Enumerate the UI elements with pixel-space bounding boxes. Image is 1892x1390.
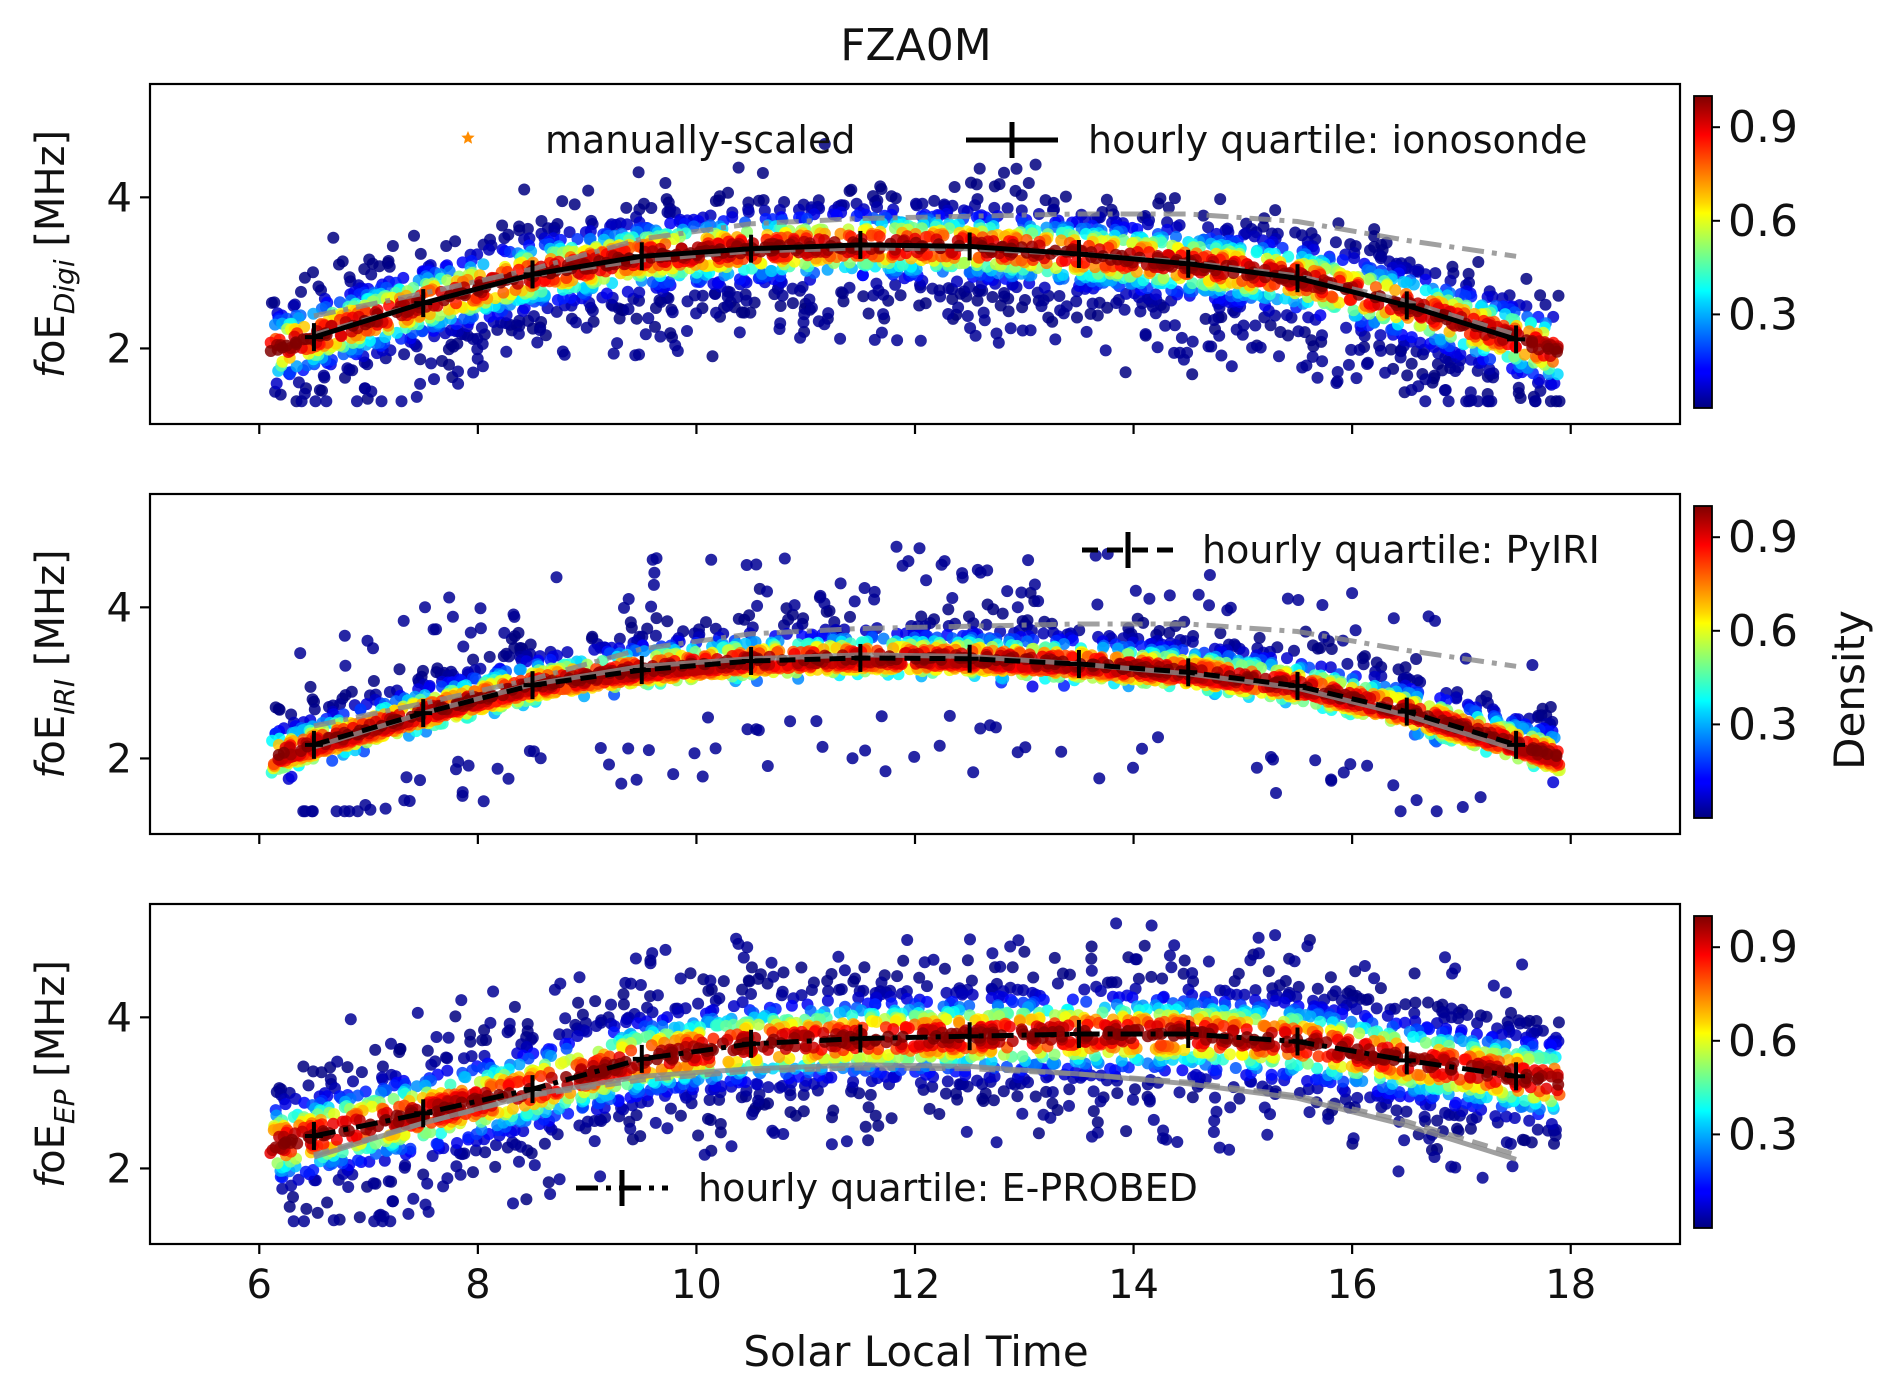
legend-label: hourly quartile: PyIRI [1202, 528, 1600, 572]
legend: manually-scaled hourly quartile: ionosond… [461, 118, 1587, 162]
y-tick-label: 4 [107, 175, 132, 221]
y-label-unit: [MHz] [28, 549, 74, 679]
y-tick-label: 4 [107, 995, 132, 1041]
y-tick-label: 4 [107, 585, 132, 631]
y-tick-label: 2 [107, 1146, 132, 1192]
density-scatter [264, 917, 1566, 1228]
colorbar-gradient [1693, 915, 1713, 1229]
colorbar-tick-label: 0.6 [1728, 196, 1798, 247]
y-label-subscript: EP [48, 1089, 81, 1124]
colorbar-tick-label: 0.6 [1728, 606, 1798, 657]
colorbar-gradient [1693, 95, 1713, 409]
figure-title: FZA0M [840, 20, 992, 71]
colorbar-tick-label: 0.9 [1728, 512, 1798, 563]
colorbar-gradient [1693, 505, 1713, 819]
x-tick-label: 16 [1327, 1262, 1378, 1308]
y-label-prefix: oE [28, 314, 74, 364]
colorbar-tick-label: 0.9 [1728, 922, 1798, 973]
legend-star-icon [461, 131, 475, 144]
density-scatter [264, 138, 1566, 408]
y-label-prefix: oE [28, 715, 74, 765]
colorbar-label: Density [1825, 610, 1874, 770]
y-label-unit: [MHz] [28, 130, 74, 260]
y-label-subscript: IRI [48, 679, 81, 715]
line-eprobed [313, 621, 1517, 729]
line-eprobed [313, 211, 1517, 319]
line-pyiri [313, 655, 1517, 748]
y-label-prefix: oE [28, 1124, 74, 1174]
density-scatter [265, 540, 1566, 818]
x-tick-label: 18 [1545, 1262, 1596, 1308]
y-tick-label: 2 [107, 326, 132, 372]
errorbars-ionosonde [304, 230, 1526, 354]
colorbar-tick-label: 0.3 [1728, 699, 1798, 750]
legend-label: hourly quartile: E-PROBED [698, 1166, 1198, 1210]
x-tick-label: 12 [890, 1262, 941, 1308]
y-tick-label: 2 [107, 736, 132, 782]
colorbar-tick-label: 0.6 [1728, 1016, 1798, 1067]
panel-3: 2 4 6 8 10 12 14 16 18 foEEP [MHz] hourly quartile… [28, 902, 1798, 1308]
legend-label: manually-scaled [545, 118, 855, 162]
legend: hourly quartile: E-PROBED [576, 1166, 1198, 1210]
y-axis-label: foEEP [MHz] [28, 960, 81, 1188]
x-tick-label: 10 [671, 1262, 722, 1308]
x-tick-label: 14 [1108, 1262, 1159, 1308]
panels: 2 4 foEDigi [MHz] manually-scaled hourly qua… [28, 82, 1798, 1308]
colorbar: 0.3 0.6 0.9 [1693, 505, 1798, 819]
y-axis-label: foEIRI [MHz] [28, 549, 81, 778]
colorbar: 0.3 0.6 0.9 [1693, 95, 1798, 409]
y-label-subscript: Digi [48, 259, 81, 314]
colorbar-tick-label: 0.9 [1728, 102, 1798, 153]
legend: hourly quartile: PyIRI [1082, 528, 1600, 572]
line-pyiri [313, 1065, 1517, 1158]
legend-label: hourly quartile: ionosonde [1088, 118, 1587, 162]
colorbar-tick-label: 0.3 [1728, 1109, 1798, 1160]
colorbar-tick-label: 0.3 [1728, 289, 1798, 340]
panel-1: 2 4 foEDigi [MHz] manually-scaled hourly qua… [28, 82, 1798, 434]
line-ionosonde [313, 242, 1517, 342]
y-axis-label: foEDigi [MHz] [28, 130, 81, 378]
errorbars-eprobed [304, 1019, 1526, 1150]
line-eprobed [313, 1031, 1517, 1139]
x-tick-label: 6 [247, 1262, 272, 1308]
x-axis-label: Solar Local Time [743, 1327, 1088, 1376]
errorbars-pyiri [304, 643, 1526, 759]
y-label-unit: [MHz] [28, 960, 74, 1090]
colorbar: 0.3 0.6 0.9 [1693, 915, 1798, 1229]
x-tick-label: 8 [465, 1262, 490, 1308]
